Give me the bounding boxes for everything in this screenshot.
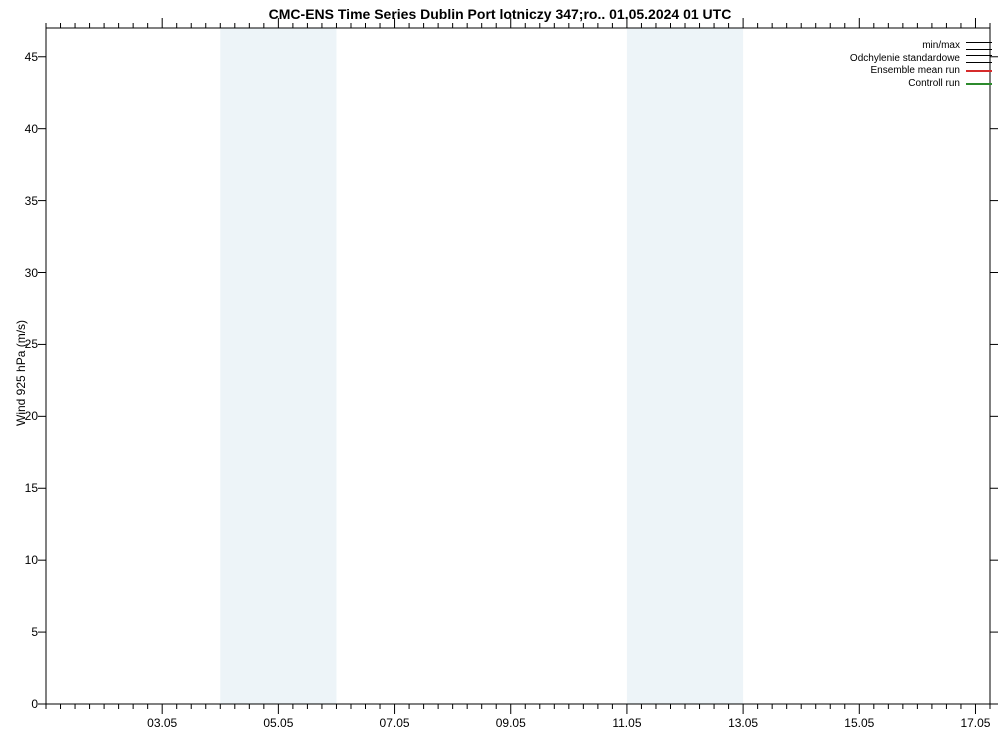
legend-label: min/max <box>922 40 960 53</box>
legend-item: Controll run <box>850 78 992 91</box>
legend-item: Ensemble mean run <box>850 65 992 78</box>
chart-container: CMC-ENS Time Series Dublin Port lotniczy… <box>0 0 1000 733</box>
y-tick-label: 20 <box>6 409 38 423</box>
legend: min/maxOdchylenie standardoweEnsemble me… <box>850 40 992 90</box>
x-tick-label: 05.05 <box>263 716 293 730</box>
legend-swatch <box>966 42 992 50</box>
y-tick-label: 35 <box>6 194 38 208</box>
y-tick-label: 30 <box>6 266 38 280</box>
x-tick-label: 07.05 <box>380 716 410 730</box>
legend-swatch <box>966 70 992 72</box>
y-tick-label: 0 <box>6 697 38 711</box>
legend-label: Ensemble mean run <box>871 65 961 78</box>
plot-area <box>0 0 1000 733</box>
legend-label: Controll run <box>908 78 960 91</box>
y-tick-label: 5 <box>6 625 38 639</box>
legend-item: min/max <box>850 40 992 53</box>
y-tick-label: 45 <box>6 50 38 64</box>
legend-item: Odchylenie standardowe <box>850 53 992 66</box>
x-tick-label: 09.05 <box>496 716 526 730</box>
legend-label: Odchylenie standardowe <box>850 53 960 66</box>
x-tick-label: 11.05 <box>612 716 641 730</box>
y-tick-label: 25 <box>6 337 38 351</box>
x-tick-label: 15.05 <box>844 716 874 730</box>
x-tick-label: 13.05 <box>728 716 758 730</box>
legend-swatch <box>966 55 992 63</box>
y-tick-label: 10 <box>6 553 38 567</box>
legend-swatch <box>966 83 992 85</box>
x-tick-label: 03.05 <box>147 716 177 730</box>
x-tick-label: 17.05 <box>960 716 990 730</box>
y-tick-label: 40 <box>6 122 38 136</box>
y-tick-label: 15 <box>6 481 38 495</box>
